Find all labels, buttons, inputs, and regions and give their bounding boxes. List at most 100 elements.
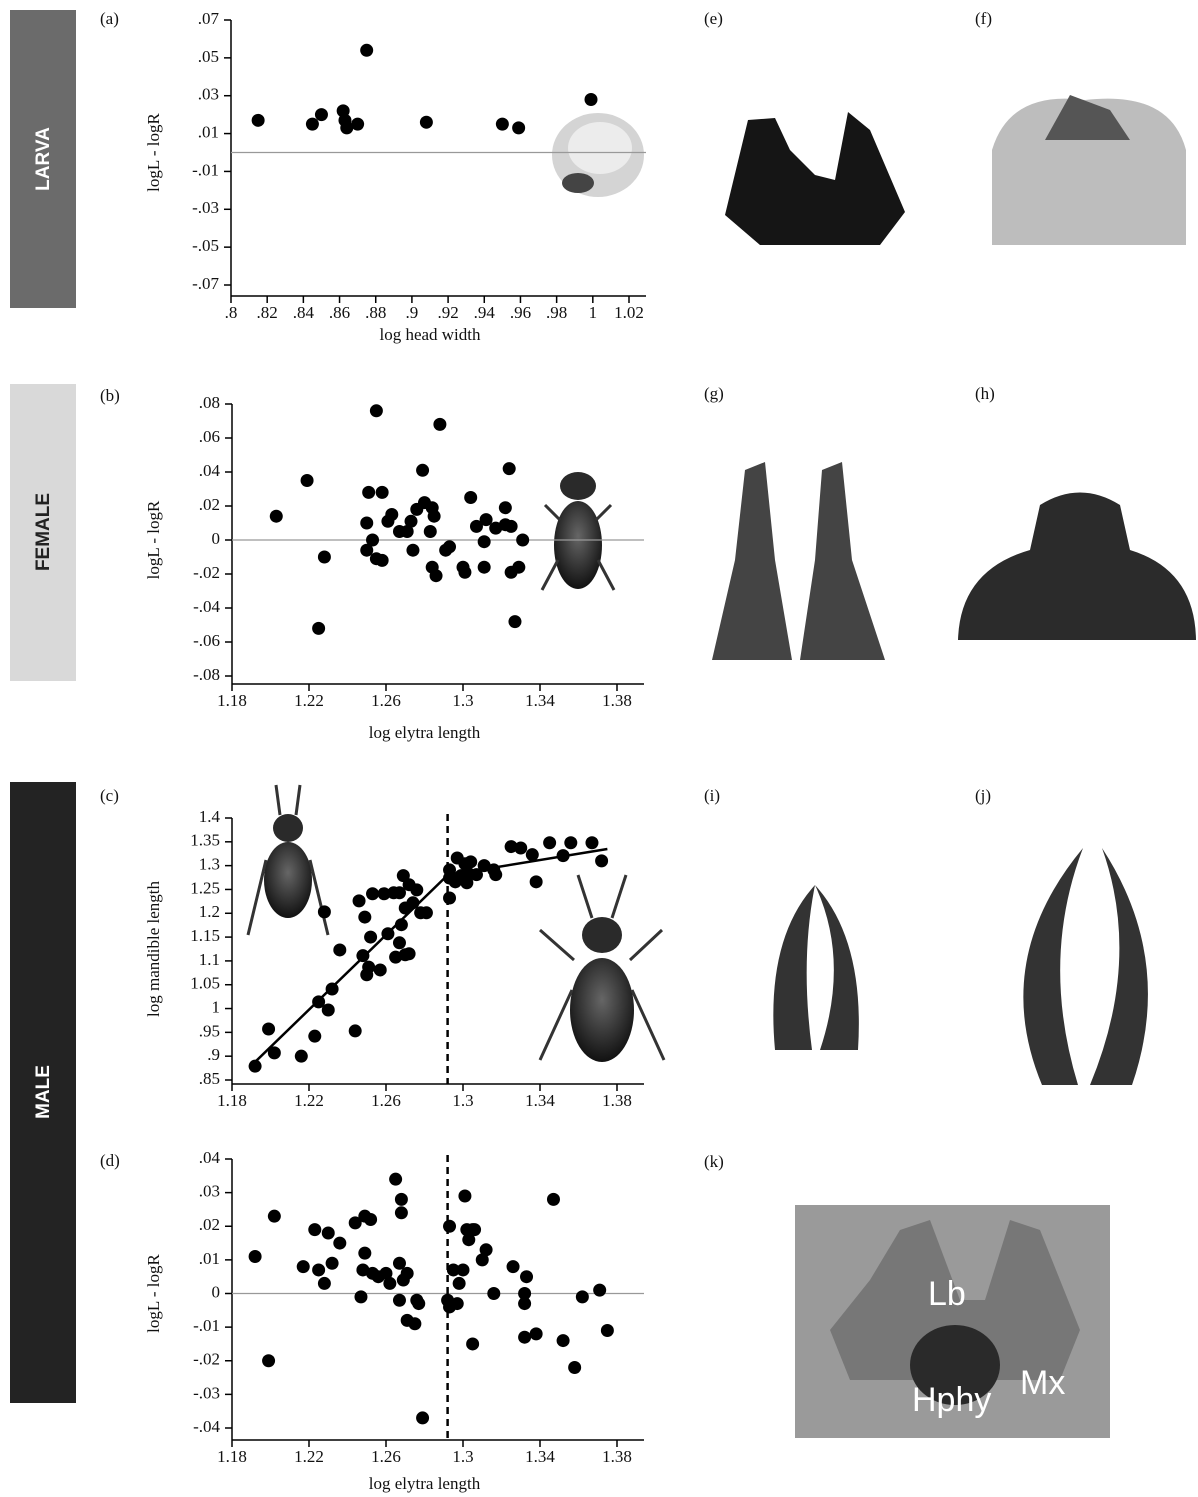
data-point [443,892,456,905]
data-point [468,1223,481,1236]
x-tick-label: 1.34 [525,1091,555,1110]
data-point [297,1260,310,1273]
y-tick-label: 0 [212,529,221,548]
x-tick-label: .92 [437,303,458,322]
data-point [333,943,346,956]
data-point [262,1354,275,1367]
data-point [458,1189,471,1202]
y-tick-label: 1.3 [199,855,220,874]
data-point [366,534,379,547]
data-point [576,1290,589,1303]
x-tick-label: 1 [589,303,598,322]
data-point [453,1277,466,1290]
female-beetle-photo [542,472,614,590]
data-point [543,836,556,849]
data-point [358,1247,371,1260]
x-tick-label: 1.3 [452,691,473,710]
y-axis-label: logL - logR [144,112,163,191]
data-point [405,515,418,528]
mandible-photo [1023,848,1148,1085]
data-point [370,404,383,417]
data-point [351,118,364,131]
panel-label: (a) [100,9,119,28]
y-tick-label: -.07 [192,274,219,293]
data-point [530,1327,543,1340]
x-tick-label: 1.3 [452,1091,473,1110]
panel-label: (d) [100,1151,120,1170]
data-point [249,1250,262,1263]
data-point [464,855,477,868]
head-photo [958,493,1196,641]
data-point [518,1331,531,1344]
data-point [428,510,441,523]
data-point [395,1206,408,1219]
y-tick-label: .06 [199,427,220,446]
data-point [430,569,443,582]
data-point [557,849,570,862]
x-tick-label: 1.26 [371,691,401,710]
panel-label: (i) [704,786,720,805]
data-point [318,551,331,564]
data-point [381,927,394,940]
y-tick-label: 1.35 [190,831,220,850]
data-point [508,615,521,628]
y-tick-label: -.04 [193,1417,220,1436]
data-point [503,462,516,475]
y-tick-label: -.03 [193,1383,220,1402]
y-tick-label: -.01 [192,160,219,179]
data-point [478,535,491,548]
annotation: Hphy [912,1381,991,1419]
y-tick-label: 1.05 [190,974,220,993]
data-point [516,534,529,547]
x-axis-label: log elytra length [369,723,481,742]
data-point [557,1334,570,1347]
data-point [358,911,371,924]
y-tick-label: -.06 [193,631,220,650]
data-point [308,1030,321,1043]
mandible-photo [800,462,885,660]
data-point [312,622,325,635]
data-point [458,566,471,579]
y-tick-label: -.01 [193,1316,220,1335]
data-point [526,848,539,861]
x-tick-label: 1.22 [294,1447,324,1466]
data-point [360,44,373,57]
data-point [512,561,525,574]
data-point [322,1003,335,1016]
data-point [354,1290,367,1303]
y-axis-label: logL - logR [144,500,163,579]
x-tick-label: 1.26 [371,1447,401,1466]
y-tick-label: 1.4 [199,807,221,826]
data-point [366,887,379,900]
x-tick-label: 1.18 [217,1447,247,1466]
mandible-photo [773,885,859,1050]
y-tick-label: .03 [199,1182,220,1201]
x-tick-label: .8 [225,303,238,322]
data-point [424,525,437,538]
data-point [420,116,433,129]
data-point [326,983,339,996]
x-tick-label: 1.38 [602,691,632,710]
data-point [514,842,527,855]
data-point [349,1024,362,1037]
data-point [268,1046,281,1059]
y-tick-label: -.05 [192,236,219,255]
data-point [356,949,369,962]
side-label: MALE [33,1065,54,1119]
y-tick-label: .03 [198,85,219,104]
x-tick-label: 1.34 [525,691,555,710]
annotation: Mx [1020,1364,1065,1402]
data-point [507,1260,520,1273]
data-point [512,121,525,134]
data-point [322,1226,335,1239]
y-axis-label: log mandible length [144,881,163,1017]
x-tick-label: .82 [257,303,278,322]
data-point [499,501,512,514]
x-tick-label: .96 [510,303,531,322]
data-point [306,118,319,131]
x-tick-label: 1.02 [614,303,644,322]
data-point [315,108,328,121]
data-point [376,554,389,567]
data-point [451,1297,464,1310]
y-tick-label: .02 [199,1215,220,1234]
